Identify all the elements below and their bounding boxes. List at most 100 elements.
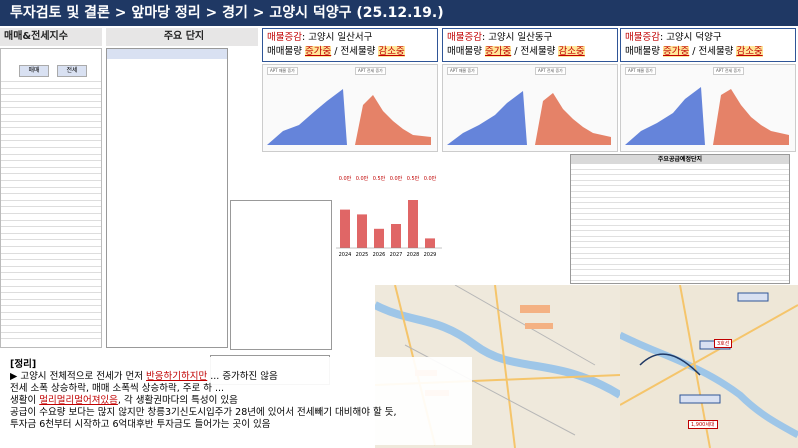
index-row xyxy=(1,279,101,280)
complex-panel-header xyxy=(107,49,227,59)
index-row xyxy=(1,120,101,122)
map-label-units: 1,900세대 xyxy=(688,420,718,429)
supply-row xyxy=(571,265,789,271)
supply-row xyxy=(571,186,789,192)
supply-row xyxy=(571,175,789,181)
index-row xyxy=(1,180,101,181)
index-table: 매매 전세 xyxy=(0,48,102,348)
region-name: : 고양시 덕양구 xyxy=(659,32,722,43)
jeonse-trend: 감소중 xyxy=(378,46,405,57)
index-col-jeonse: 전세 xyxy=(57,65,87,77)
area-map-east: 3호선 1,900세대 xyxy=(620,285,798,448)
index-row xyxy=(1,127,101,129)
index-row xyxy=(1,206,101,208)
region-box-ilsanseo: 매물증감: 고양시 일산서구 매매물량 증가중 / 전세물량 감소중 xyxy=(262,28,438,62)
supply-row xyxy=(571,231,789,237)
index-section-header: 매매&전세지수 xyxy=(0,28,102,46)
supply-row xyxy=(571,209,789,215)
sale-trend: 증가중 xyxy=(662,46,690,57)
summary-line-1: ▶ 고양시 전체적으로 전세가 먼저 반응하기하지만 ... 증가하진 않음 xyxy=(10,371,464,383)
index-row xyxy=(1,114,101,115)
supply-row xyxy=(571,254,789,260)
supply-row xyxy=(571,248,789,254)
index-row xyxy=(1,213,101,214)
summary-text: ... 증가하진 않음 xyxy=(207,371,278,382)
supply-row xyxy=(571,276,789,282)
listing-chart-svg xyxy=(267,89,431,145)
listing-charts-ilsanseo: APT 매물 증가 APT 전세 증가 xyxy=(262,64,438,152)
region-box-ilsandong: 매물증감: 고양시 일산동구 매매물량 증가중 / 전세물량 감소중 xyxy=(442,28,618,62)
index-row xyxy=(1,265,101,267)
index-row xyxy=(1,147,101,148)
summary-line-4: 공급이 수요량 보다는 많지 않지만 창릉3기신도시입주가 28년에 있어서 전… xyxy=(10,407,397,418)
supply-bar-svg: 2024 0.0만 2025 0.0만 2026 0.5만 2027 0.0만 2028 0.5만… xyxy=(336,175,442,258)
supply-top-label: 0.0만 xyxy=(356,175,369,182)
page-title: 투자검토 및 결론 > 앞마당 정리 > 경기 > 고양시 덕양구 (25.12… xyxy=(0,0,798,26)
supply-table: 주요공급예정단지 xyxy=(570,154,790,284)
index-row xyxy=(1,94,101,96)
complex-panel-1 xyxy=(106,48,228,348)
index-row xyxy=(1,153,101,155)
region-prefix: 매물증감 xyxy=(447,32,482,43)
supply-row xyxy=(571,226,789,232)
supply-year-label: 2027 xyxy=(390,252,403,258)
index-row xyxy=(1,226,101,228)
chart-tag-sale: APT 매물 증가 xyxy=(447,67,478,75)
index-row xyxy=(1,305,101,307)
listing-chart-svg xyxy=(625,87,789,145)
region-name: : 고양시 일산서구 xyxy=(301,32,373,43)
map-label-line3: 3호선 xyxy=(714,339,733,348)
supply-top-label: 0.0만 xyxy=(424,175,437,182)
jeonse-trend: 감소중 xyxy=(736,46,763,57)
supply-bar xyxy=(408,200,418,248)
jeonse-label: / 전세물량 xyxy=(331,46,379,57)
region-prefix: 매물증감 xyxy=(267,32,302,43)
sale-trend: 증가중 xyxy=(484,46,512,57)
sale-label: 매매물량 xyxy=(447,46,485,57)
index-row xyxy=(1,87,101,89)
index-row xyxy=(1,285,101,287)
index-row xyxy=(1,232,101,234)
index-row xyxy=(1,312,101,313)
supply-row xyxy=(571,192,789,198)
summary-heading: [정리] xyxy=(10,359,37,370)
index-row xyxy=(1,140,101,142)
index-row xyxy=(1,193,101,195)
supply-bar xyxy=(357,214,367,248)
summary-line-3: 생활이 멀리멀리멀어져있음, 각 생활권마다의 특성이 있음 xyxy=(10,395,464,407)
supply-top-label: 0.0만 xyxy=(339,175,352,182)
sale-trend: 증가중 xyxy=(304,46,332,57)
complex-section-header: 주요 단지 xyxy=(106,28,258,46)
index-col-sale: 매매 xyxy=(19,65,49,77)
index-row xyxy=(1,292,101,294)
index-row xyxy=(1,166,101,168)
supply-row xyxy=(571,214,789,220)
supply-row xyxy=(571,270,789,276)
chart-tag-jeonse: APT 전세 증가 xyxy=(355,67,386,75)
index-row xyxy=(1,173,101,175)
supply-year-label: 2026 xyxy=(373,252,386,258)
index-row xyxy=(1,272,101,274)
index-row xyxy=(1,338,101,340)
index-row xyxy=(1,81,101,82)
index-row xyxy=(1,100,101,102)
supply-top-label: 0.0만 xyxy=(390,175,403,182)
complex-panel-2 xyxy=(230,200,332,350)
supply-table-title: 주요공급예정단지 xyxy=(571,155,789,164)
jeonse-label: / 전세물량 xyxy=(511,46,559,57)
supply-bar-chart: 2024 0.0만 2025 0.0만 2026 0.5만 2027 0.0만 2028 0.5만… xyxy=(334,170,444,270)
index-row xyxy=(1,252,101,254)
supply-top-label: 0.5만 xyxy=(407,175,420,182)
chart-tag-jeonse: APT 전세 증가 xyxy=(535,67,566,75)
supply-year-label: 2029 xyxy=(424,252,437,258)
summary-emph: 반응하기하지만 xyxy=(146,371,208,382)
supply-row xyxy=(571,203,789,209)
chart-tag-sale: APT 매물 증가 xyxy=(267,67,298,75)
jeonse-trend: 감소중 xyxy=(558,46,585,57)
sale-label: 매매물량 xyxy=(267,46,305,57)
index-row xyxy=(1,133,101,135)
index-row xyxy=(1,325,101,327)
supply-year-label: 2028 xyxy=(407,252,420,258)
summary-text: 생활이 xyxy=(10,395,40,406)
summary-text: ▶ 고양시 전체적으로 전세가 먼저 xyxy=(10,371,147,382)
